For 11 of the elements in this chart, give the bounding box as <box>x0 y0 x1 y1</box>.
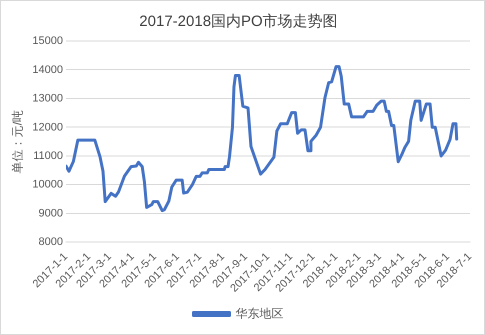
y-tick-label: 12000 <box>32 121 63 134</box>
y-tick-label: 15000 <box>32 35 63 48</box>
y-tick-label: 14000 <box>32 64 63 76</box>
chart-title: 2017-2018国内PO市场走势图 <box>139 13 338 30</box>
y-tick-label: 13000 <box>32 92 63 105</box>
y-axis-title: 单位：元/吨 <box>10 110 25 174</box>
y-tick-label: 11000 <box>33 150 63 162</box>
y-tick-label: 9000 <box>38 207 63 220</box>
y-tick-label: 10000 <box>32 178 63 191</box>
legend-label: 华东地区 <box>236 306 284 320</box>
y-tick-label: 8000 <box>38 236 63 248</box>
